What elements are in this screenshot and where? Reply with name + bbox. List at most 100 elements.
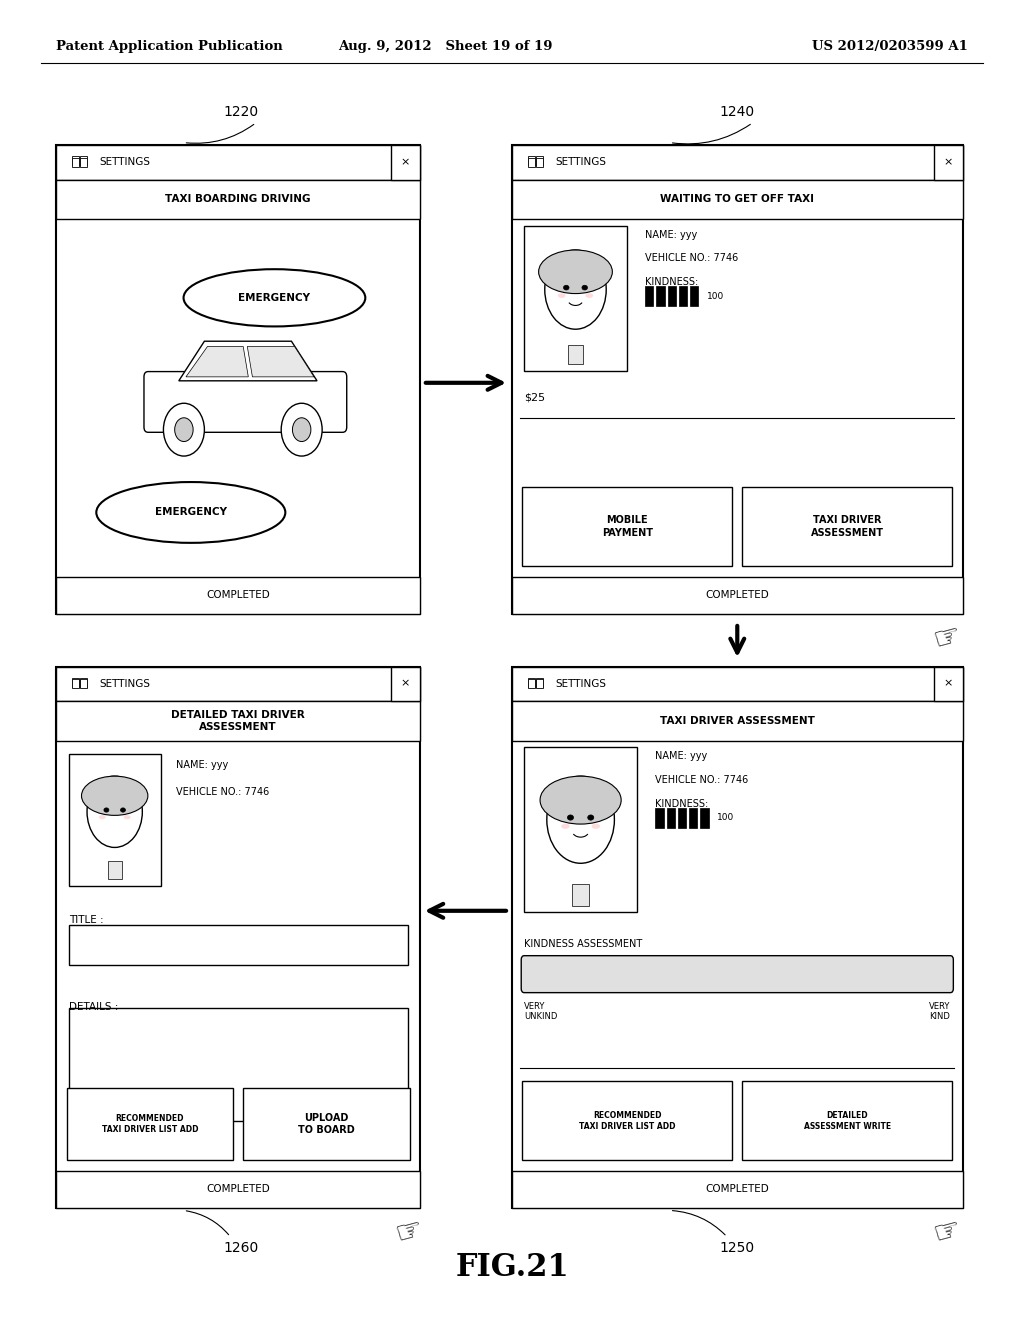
Text: ×: × xyxy=(943,678,953,689)
Text: 1250: 1250 xyxy=(720,1241,755,1255)
Ellipse shape xyxy=(561,824,569,829)
FancyBboxPatch shape xyxy=(512,577,963,614)
FancyBboxPatch shape xyxy=(934,145,963,180)
FancyBboxPatch shape xyxy=(512,1171,963,1208)
FancyBboxPatch shape xyxy=(512,667,963,701)
FancyBboxPatch shape xyxy=(512,145,963,614)
Text: COMPLETED: COMPLETED xyxy=(206,1184,270,1195)
FancyBboxPatch shape xyxy=(391,667,420,701)
FancyBboxPatch shape xyxy=(689,808,697,828)
Text: EMERGENCY: EMERGENCY xyxy=(239,293,310,302)
FancyBboxPatch shape xyxy=(244,1088,410,1160)
Text: SETTINGS: SETTINGS xyxy=(555,157,606,168)
Circle shape xyxy=(545,249,606,329)
Ellipse shape xyxy=(558,293,565,298)
FancyBboxPatch shape xyxy=(568,345,584,364)
Text: ☞: ☞ xyxy=(930,1214,965,1250)
Text: UPLOAD
TO BOARD: UPLOAD TO BOARD xyxy=(298,1113,354,1135)
FancyBboxPatch shape xyxy=(56,145,420,614)
FancyBboxPatch shape xyxy=(56,180,420,219)
Text: ×: × xyxy=(400,157,411,168)
Text: 1260: 1260 xyxy=(223,1241,258,1255)
FancyBboxPatch shape xyxy=(679,286,687,306)
Text: VEHICLE NO.: 7746: VEHICLE NO.: 7746 xyxy=(645,253,738,264)
Text: DETAILS :: DETAILS : xyxy=(69,1002,118,1012)
Text: COMPLETED: COMPLETED xyxy=(206,590,270,601)
Bar xyxy=(527,156,535,165)
Polygon shape xyxy=(186,346,248,378)
Text: ×: × xyxy=(400,678,411,689)
Ellipse shape xyxy=(592,824,600,829)
FancyBboxPatch shape xyxy=(56,701,420,741)
FancyBboxPatch shape xyxy=(69,754,161,886)
Bar xyxy=(527,158,535,166)
FancyBboxPatch shape xyxy=(512,180,963,219)
Circle shape xyxy=(175,417,194,441)
Text: DETAILED TAXI DRIVER
ASSESSMENT: DETAILED TAXI DRIVER ASSESSMENT xyxy=(171,710,305,731)
Bar xyxy=(80,680,87,688)
Text: NAME: yyy: NAME: yyy xyxy=(645,230,697,240)
Text: VEHICLE NO.: 7746: VEHICLE NO.: 7746 xyxy=(655,775,749,785)
FancyBboxPatch shape xyxy=(69,1008,408,1121)
Polygon shape xyxy=(248,346,314,378)
Ellipse shape xyxy=(82,776,147,816)
FancyBboxPatch shape xyxy=(522,487,732,566)
FancyBboxPatch shape xyxy=(512,667,963,1208)
FancyBboxPatch shape xyxy=(391,145,420,180)
Text: VERY
KIND: VERY KIND xyxy=(929,1002,950,1020)
FancyBboxPatch shape xyxy=(67,1088,232,1160)
Text: Aug. 9, 2012   Sheet 19 of 19: Aug. 9, 2012 Sheet 19 of 19 xyxy=(338,40,553,53)
Bar xyxy=(72,677,79,686)
Circle shape xyxy=(282,404,323,455)
FancyBboxPatch shape xyxy=(56,667,420,1208)
Bar xyxy=(536,158,543,166)
Circle shape xyxy=(547,776,614,863)
FancyBboxPatch shape xyxy=(108,862,122,879)
Ellipse shape xyxy=(103,808,109,812)
FancyBboxPatch shape xyxy=(645,286,653,306)
FancyBboxPatch shape xyxy=(742,1081,952,1160)
Text: TAXI DRIVER
ASSESSMENT: TAXI DRIVER ASSESSMENT xyxy=(811,516,884,537)
Text: KINDNESS:: KINDNESS: xyxy=(655,799,709,809)
FancyBboxPatch shape xyxy=(512,145,963,180)
Text: KINDNESS:: KINDNESS: xyxy=(645,277,698,288)
FancyBboxPatch shape xyxy=(690,286,698,306)
FancyBboxPatch shape xyxy=(56,577,420,614)
Text: SETTINGS: SETTINGS xyxy=(99,678,151,689)
Ellipse shape xyxy=(540,776,622,824)
Ellipse shape xyxy=(582,285,588,290)
Bar xyxy=(80,158,87,166)
Text: VEHICLE NO.: 7746: VEHICLE NO.: 7746 xyxy=(176,787,269,797)
Text: EMERGENCY: EMERGENCY xyxy=(155,507,227,517)
Ellipse shape xyxy=(586,293,593,298)
Bar xyxy=(72,156,79,165)
Text: RECOMMENDED
TAXI DRIVER LIST ADD: RECOMMENDED TAXI DRIVER LIST ADD xyxy=(579,1110,676,1131)
FancyBboxPatch shape xyxy=(524,226,627,371)
Text: WAITING TO GET OFF TAXI: WAITING TO GET OFF TAXI xyxy=(660,194,814,205)
Bar xyxy=(536,680,543,688)
Text: 100: 100 xyxy=(707,292,724,301)
FancyBboxPatch shape xyxy=(668,286,676,306)
FancyBboxPatch shape xyxy=(742,487,952,566)
Ellipse shape xyxy=(588,814,594,820)
Text: RECOMMENDED
TAXI DRIVER LIST ADD: RECOMMENDED TAXI DRIVER LIST ADD xyxy=(101,1114,198,1134)
Bar xyxy=(72,158,79,166)
FancyBboxPatch shape xyxy=(524,747,637,912)
FancyBboxPatch shape xyxy=(69,925,408,965)
FancyBboxPatch shape xyxy=(572,884,589,906)
Text: TAXI DRIVER ASSESSMENT: TAXI DRIVER ASSESSMENT xyxy=(659,715,815,726)
Text: 1220: 1220 xyxy=(223,104,258,119)
Bar xyxy=(536,156,543,165)
FancyBboxPatch shape xyxy=(56,145,420,180)
Circle shape xyxy=(164,404,205,455)
Text: ☞: ☞ xyxy=(392,1214,427,1250)
Text: SETTINGS: SETTINGS xyxy=(99,157,151,168)
Text: TITLE :: TITLE : xyxy=(69,915,103,925)
FancyBboxPatch shape xyxy=(700,808,709,828)
Text: TAXI BOARDING DRIVING: TAXI BOARDING DRIVING xyxy=(165,194,311,205)
Text: ☞: ☞ xyxy=(930,620,965,656)
Ellipse shape xyxy=(183,269,366,326)
FancyBboxPatch shape xyxy=(521,956,953,993)
Ellipse shape xyxy=(121,808,126,812)
FancyBboxPatch shape xyxy=(56,1171,420,1208)
